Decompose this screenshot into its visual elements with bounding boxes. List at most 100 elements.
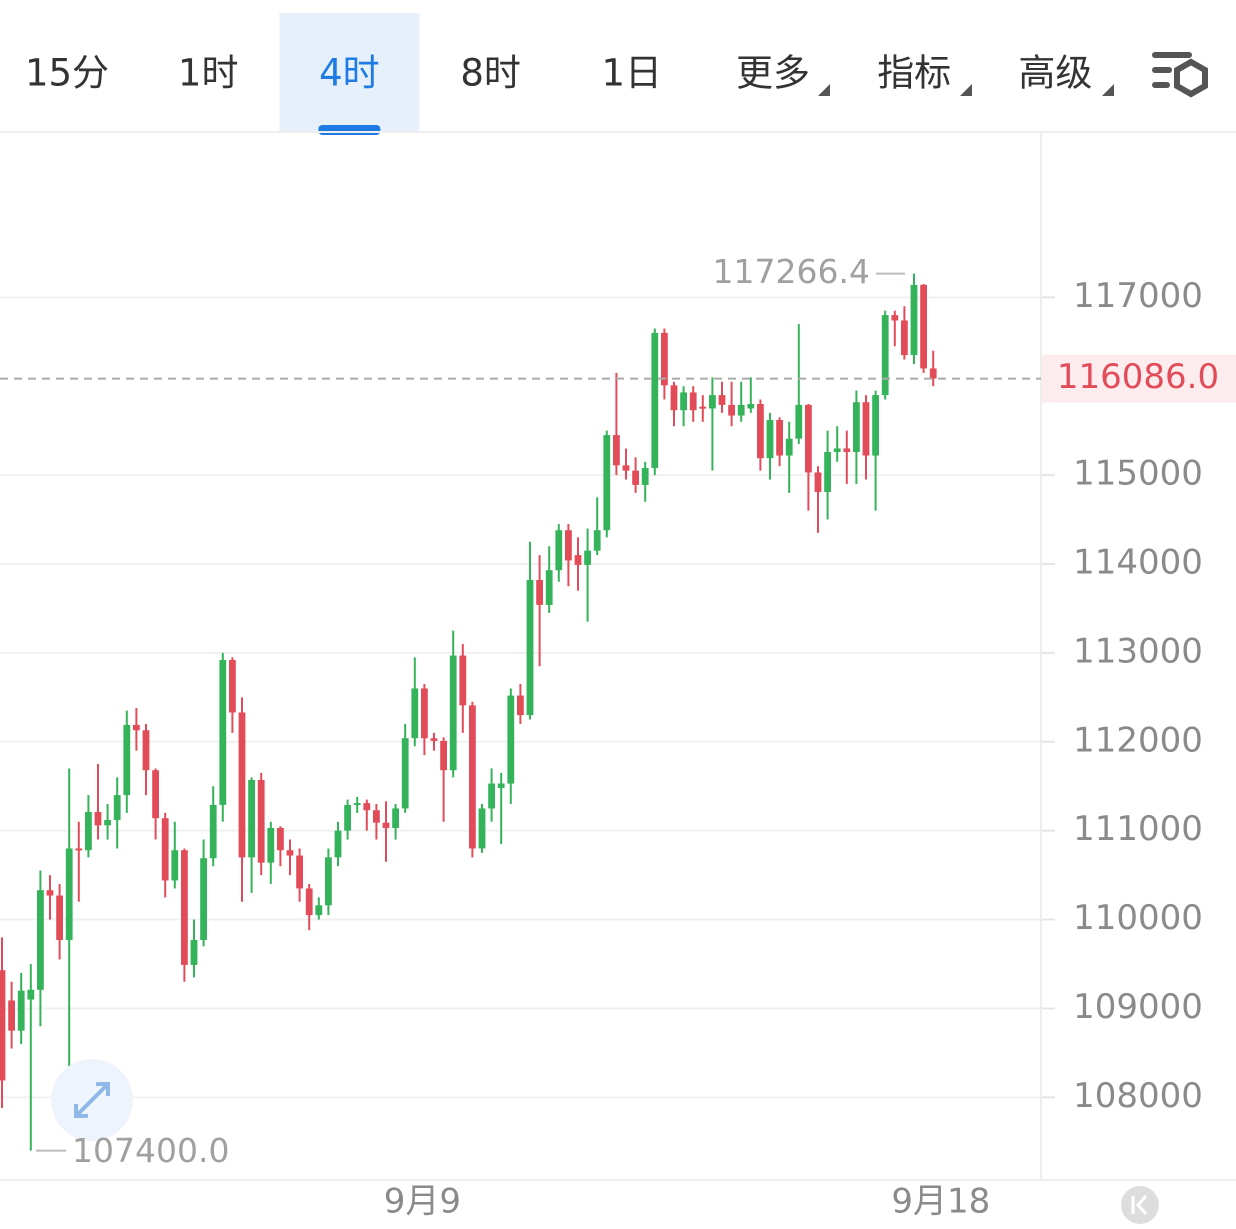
candle-body [632,470,639,485]
candle-body [8,1000,15,1031]
candle-body [622,465,630,471]
candle-body [152,770,159,819]
y-tick-label: 109000 [1073,987,1203,1027]
candle-body [17,990,25,1031]
candle-body [737,404,745,416]
candle-body [382,822,390,828]
candle-body [776,420,783,456]
y-tick-label: 113000 [1073,631,1203,671]
candle-body [27,989,35,1000]
candle-body [929,368,937,379]
candle-body [181,850,188,965]
candle-body [229,660,236,713]
candle-body [507,695,515,784]
candle-body [766,420,774,459]
tab[interactable]: 15分 [25,52,109,95]
candle-body [248,780,255,858]
dropdown-arrows [818,84,1114,96]
candle-body [478,808,486,849]
y-tick-label: 112000 [1073,720,1203,760]
candle-body [555,530,563,571]
tab[interactable]: 指标 [877,52,951,95]
candle-body [257,780,265,863]
candle-body [430,738,438,741]
candle-body [277,828,284,851]
candle-body [440,740,447,771]
candle-body [824,452,831,492]
min-annotation: 107400.0 [72,1131,229,1170]
y-tick-label: 114000 [1073,543,1203,583]
candle-body [709,395,716,409]
candle-body [133,724,140,731]
candle-body [325,857,332,906]
y-tick-label: 108000 [1073,1076,1203,1116]
candle-body [593,530,601,551]
candle-body [843,448,851,452]
y-tick-label: 111000 [1073,809,1203,849]
y-tick-label: 117000 [1073,276,1203,316]
candle-body [37,890,44,990]
candle-body [833,448,841,452]
max-annotation: 117266.4 [713,252,870,291]
candle-body [459,655,467,706]
candle-body [344,804,351,831]
candle-body [56,895,63,940]
candle-body [920,284,927,369]
x-tick-label: 9月18 [891,1182,990,1222]
candle-body [728,404,735,416]
candle-body [449,655,457,771]
candle-body [488,783,495,809]
candle-body [334,830,342,858]
candle-body [392,808,399,828]
tab[interactable]: 8时 [460,52,521,95]
x-tick-label: 9月9 [384,1182,461,1222]
candle-body [411,688,419,739]
candle-body [853,402,860,452]
tab[interactable]: 4时 [319,52,380,95]
candle-body [891,315,899,321]
candle-body [421,688,428,739]
candle-body [142,730,150,771]
candle-body [200,858,207,940]
candle-body [469,705,476,849]
candle-body [545,570,553,605]
candle-body [305,888,313,916]
settings-icon[interactable] [1152,52,1208,98]
candle-body [584,550,591,565]
candle-body [910,284,918,356]
last-price-label: 116086.0 [1057,357,1219,397]
candle-body [65,848,73,940]
candle-body [238,712,246,858]
candle-body [661,332,668,386]
candle-body [872,395,879,456]
candle-body [353,803,361,806]
candle-body [603,435,611,531]
candle-body [161,818,169,881]
candle-body [94,812,102,826]
tab[interactable]: 1日 [602,52,663,95]
active-tab-bg [279,13,420,132]
tab[interactable]: 1时 [178,52,239,95]
candle-body [373,810,380,823]
candle-body [286,850,294,856]
candle-body [401,738,409,809]
candle-body [190,940,198,965]
candle-body [670,385,678,411]
tab[interactable]: 更多 [736,52,810,95]
candle-body [363,803,371,811]
candle-body [718,395,726,405]
candle-body [565,530,572,561]
candle-body [651,332,659,468]
y-tick-label: 115000 [1073,454,1203,494]
candle-body [209,804,217,859]
candle-body [104,820,111,826]
candle-body [267,828,275,863]
candle-body [315,905,323,916]
candle-body [901,320,908,356]
candle-body [795,404,803,439]
tab[interactable]: 高级 [1018,52,1092,95]
candle-body [613,435,620,466]
candle-body [75,848,83,851]
candle-body [517,695,524,716]
